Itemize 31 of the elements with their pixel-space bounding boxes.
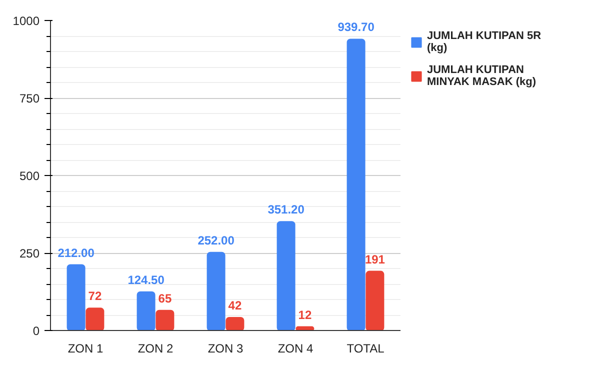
- bar: [156, 310, 174, 330]
- data-label: 191: [364, 252, 386, 266]
- y-tick-label: 0: [32, 324, 40, 338]
- legend-label: JUMLAH KUTIPAN MINYAK MASAK (kg): [427, 64, 536, 88]
- legend-label: JUMLAH KUTIPAN 5R (kg): [427, 30, 542, 54]
- data-label: 72: [88, 289, 102, 304]
- y-tick-label: 250: [19, 246, 40, 260]
- bar: [66, 264, 86, 330]
- data-label: 212.00: [58, 246, 95, 260]
- x-tick-label: TOTAL: [346, 342, 385, 356]
- bar: [276, 221, 296, 330]
- data-label: 124.50: [128, 272, 165, 287]
- bar: [366, 270, 384, 330]
- bar: [206, 252, 226, 330]
- bar: [346, 38, 366, 330]
- x-tick-label: ZON 1: [68, 342, 104, 356]
- bar: [136, 291, 156, 330]
- data-label: 42: [228, 298, 242, 312]
- y-tick-label: 750: [19, 92, 40, 106]
- data-label: 939.70: [338, 20, 375, 34]
- y-tick-label: 1000: [12, 14, 40, 28]
- y-tick-label: 500: [19, 169, 40, 183]
- x-tick-label: ZON 4: [278, 342, 314, 356]
- data-label: 12: [298, 308, 312, 322]
- data-label: 65: [158, 291, 172, 306]
- data-label: 351.20: [268, 202, 305, 217]
- bar: [86, 308, 104, 330]
- data-label: 252.00: [198, 233, 235, 248]
- bar: [226, 316, 244, 330]
- x-tick-label: ZON 3: [208, 342, 244, 356]
- x-tick-label: ZON 2: [138, 342, 174, 356]
